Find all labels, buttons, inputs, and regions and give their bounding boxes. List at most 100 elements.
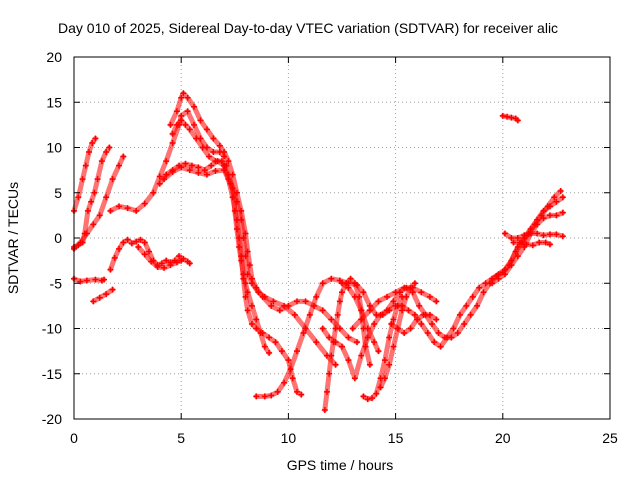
data-point	[103, 291, 110, 298]
data-point	[319, 280, 326, 287]
data-point	[384, 307, 391, 314]
data-point	[345, 284, 352, 291]
data-point	[313, 339, 320, 346]
y-tick-label: -10	[42, 321, 62, 337]
data-point	[293, 348, 300, 355]
data-point	[371, 339, 378, 346]
data-point	[244, 271, 251, 278]
data-point	[559, 233, 566, 240]
data-point	[373, 390, 380, 397]
data-point	[546, 241, 553, 248]
data-point	[326, 334, 333, 341]
data-point	[293, 298, 300, 305]
data-point	[124, 205, 131, 212]
data-point	[244, 307, 251, 314]
data-point	[116, 203, 123, 210]
data-point	[240, 275, 247, 282]
data-point	[448, 334, 455, 341]
data-point	[553, 212, 560, 219]
data-point	[289, 375, 296, 382]
data-point	[266, 334, 273, 341]
data-point	[366, 307, 373, 314]
data-point	[336, 298, 343, 305]
data-point	[182, 160, 189, 167]
data-point	[238, 253, 245, 260]
data-point	[375, 348, 382, 355]
data-point	[514, 117, 521, 124]
data-point	[216, 142, 223, 149]
data-point	[248, 302, 255, 309]
data-point	[186, 167, 193, 174]
x-tick-label: 0	[70, 430, 78, 446]
data-point	[345, 357, 352, 364]
data-point	[418, 289, 425, 296]
data-point	[169, 130, 176, 137]
data-point	[272, 339, 279, 346]
data-point	[79, 176, 86, 183]
data-point	[364, 325, 371, 332]
data-point	[411, 280, 418, 287]
data-point	[358, 352, 365, 359]
data-point	[191, 121, 198, 128]
data-series	[107, 108, 228, 214]
data-point	[109, 286, 116, 293]
data-point	[161, 176, 168, 183]
data-point	[433, 316, 440, 323]
data-point	[418, 320, 425, 327]
data-point	[253, 325, 260, 332]
data-point	[178, 164, 185, 171]
y-tick-label: 15	[46, 94, 62, 110]
data-point	[328, 316, 335, 323]
chart-title: Day 010 of 2025, Sidereal Day-to-day VTE…	[58, 20, 558, 36]
data-point	[504, 113, 511, 120]
data-point	[161, 264, 168, 271]
data-point	[255, 289, 262, 296]
data-point	[197, 117, 204, 124]
data-point	[420, 311, 427, 318]
data-point	[360, 393, 367, 400]
data-point	[180, 90, 187, 97]
data-point	[188, 162, 195, 169]
data-series	[71, 153, 127, 252]
data-point	[306, 311, 313, 318]
data-point	[233, 216, 240, 223]
data-point	[203, 171, 210, 178]
data-point	[83, 277, 90, 284]
data-point	[178, 94, 185, 101]
data-point	[480, 289, 487, 296]
data-point	[371, 320, 378, 327]
data-point	[90, 221, 97, 228]
data-point	[527, 230, 534, 237]
data-point	[156, 173, 163, 180]
data-point	[133, 238, 140, 245]
data-point	[499, 112, 506, 119]
data-point	[229, 194, 236, 201]
data-point	[392, 289, 399, 296]
data-point	[128, 240, 135, 247]
data-point	[178, 117, 185, 124]
data-point	[407, 325, 414, 332]
data-point	[381, 357, 388, 364]
data-point	[521, 232, 528, 239]
data-point	[358, 307, 365, 314]
data-point	[300, 330, 307, 337]
data-point	[474, 302, 481, 309]
data-point	[431, 339, 438, 346]
data-point	[386, 361, 393, 368]
data-series	[90, 286, 116, 305]
data-point	[103, 194, 110, 201]
data-point	[90, 298, 97, 305]
data-series	[388, 311, 440, 337]
data-point	[313, 293, 320, 300]
data-point	[173, 108, 180, 115]
data-point	[154, 263, 161, 270]
data-point	[169, 168, 176, 175]
data-point	[339, 289, 345, 296]
data-point	[163, 158, 170, 165]
data-point	[521, 244, 528, 251]
data-point	[394, 302, 401, 309]
data-point	[141, 251, 148, 258]
data-point	[339, 343, 345, 350]
data-point	[221, 149, 228, 156]
data-point	[169, 139, 176, 146]
